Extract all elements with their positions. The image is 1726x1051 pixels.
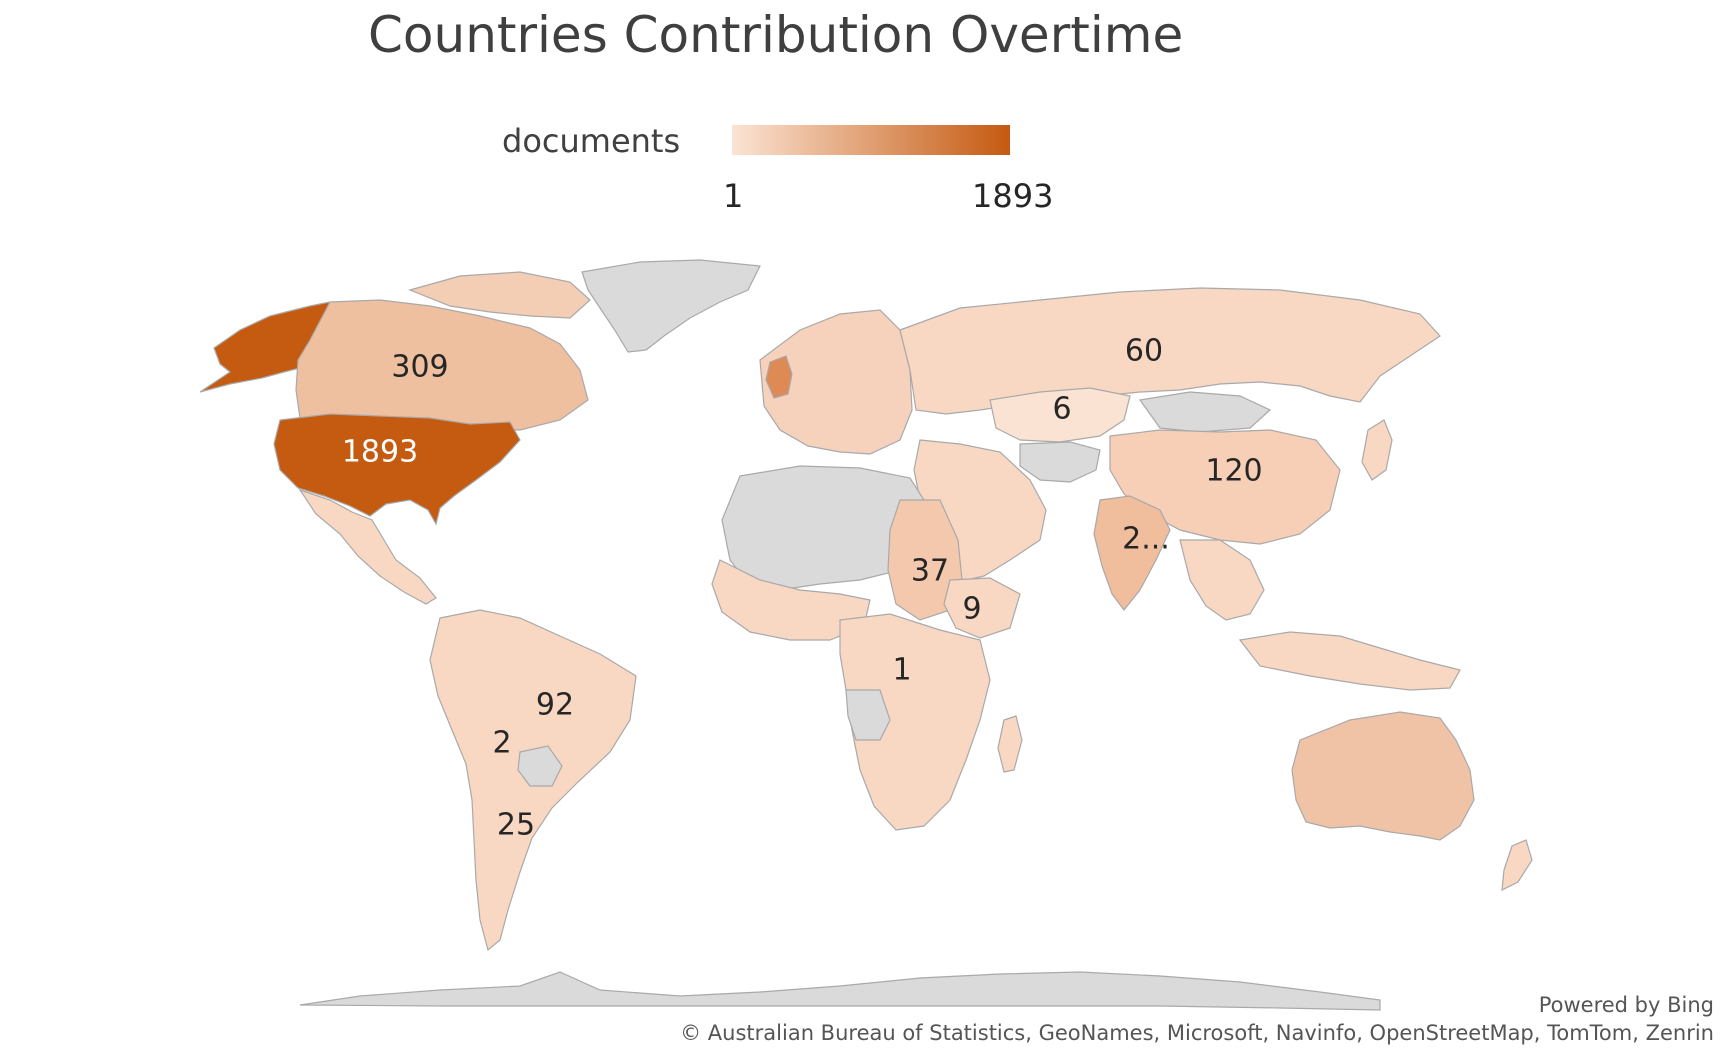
region-canada-islands: [408, 271, 591, 319]
legend-min-label: 1: [723, 177, 743, 215]
map-attribution: Powered by Bing © Australian Bureau of S…: [680, 993, 1714, 1045]
region-central-asia: [1019, 441, 1101, 483]
legend-title: documents: [502, 122, 680, 160]
region-labels: 1893 309 60 6 120 2... 37 9 1 92 2 25: [342, 334, 1263, 843]
region-southeast-asia: [1179, 539, 1265, 621]
region-antarctica: [299, 971, 1381, 1011]
attribution-credits: © Australian Bureau of Statistics, GeoNa…: [680, 1021, 1714, 1045]
label-sudan: 37: [911, 554, 949, 589]
label-canada: 309: [391, 350, 448, 385]
map-title: Countries Contribution Overtime: [368, 6, 1183, 64]
label-russia: 60: [1125, 334, 1163, 369]
land-masses: [199, 259, 1533, 1011]
powered-by-bing: Powered by Bing: [1539, 993, 1714, 1017]
region-india: [1093, 495, 1171, 611]
label-india: 2...: [1122, 522, 1170, 557]
region-alaska: [199, 301, 331, 393]
label-bolivia: 2: [492, 726, 511, 761]
label-brazil: 92: [536, 688, 574, 723]
region-ethiopia: [943, 577, 1021, 639]
legend-max-label: 1893: [972, 177, 1053, 215]
region-japan: [1361, 419, 1393, 481]
region-usa: [273, 413, 521, 526]
region-angola: [845, 689, 891, 741]
region-north-africa: [721, 465, 925, 591]
region-uk: [765, 355, 793, 399]
region-europe: [759, 309, 913, 455]
region-greenland: [581, 259, 761, 353]
label-drc: 1: [892, 653, 911, 688]
region-indonesia: [1238, 631, 1461, 691]
region-kazakhstan: [989, 387, 1131, 443]
region-australia: [1291, 711, 1475, 841]
region-paraguay: [517, 745, 563, 787]
label-argentina: 25: [497, 808, 535, 843]
region-sudan: [887, 499, 963, 621]
region-madagascar: [997, 715, 1023, 773]
label-china: 120: [1205, 454, 1262, 489]
region-new-zealand: [1501, 839, 1533, 892]
region-mongolia: [1138, 391, 1272, 433]
label-kazakhstan: 6: [1052, 392, 1071, 427]
label-usa: 1893: [342, 435, 418, 470]
label-ethiopia: 9: [962, 592, 981, 627]
region-russia: [899, 287, 1441, 415]
region-mexico: [298, 488, 437, 605]
color-legend: documents 1 1893: [502, 122, 1053, 215]
legend-gradient-bar: [732, 125, 1010, 155]
region-canada: [295, 299, 589, 431]
